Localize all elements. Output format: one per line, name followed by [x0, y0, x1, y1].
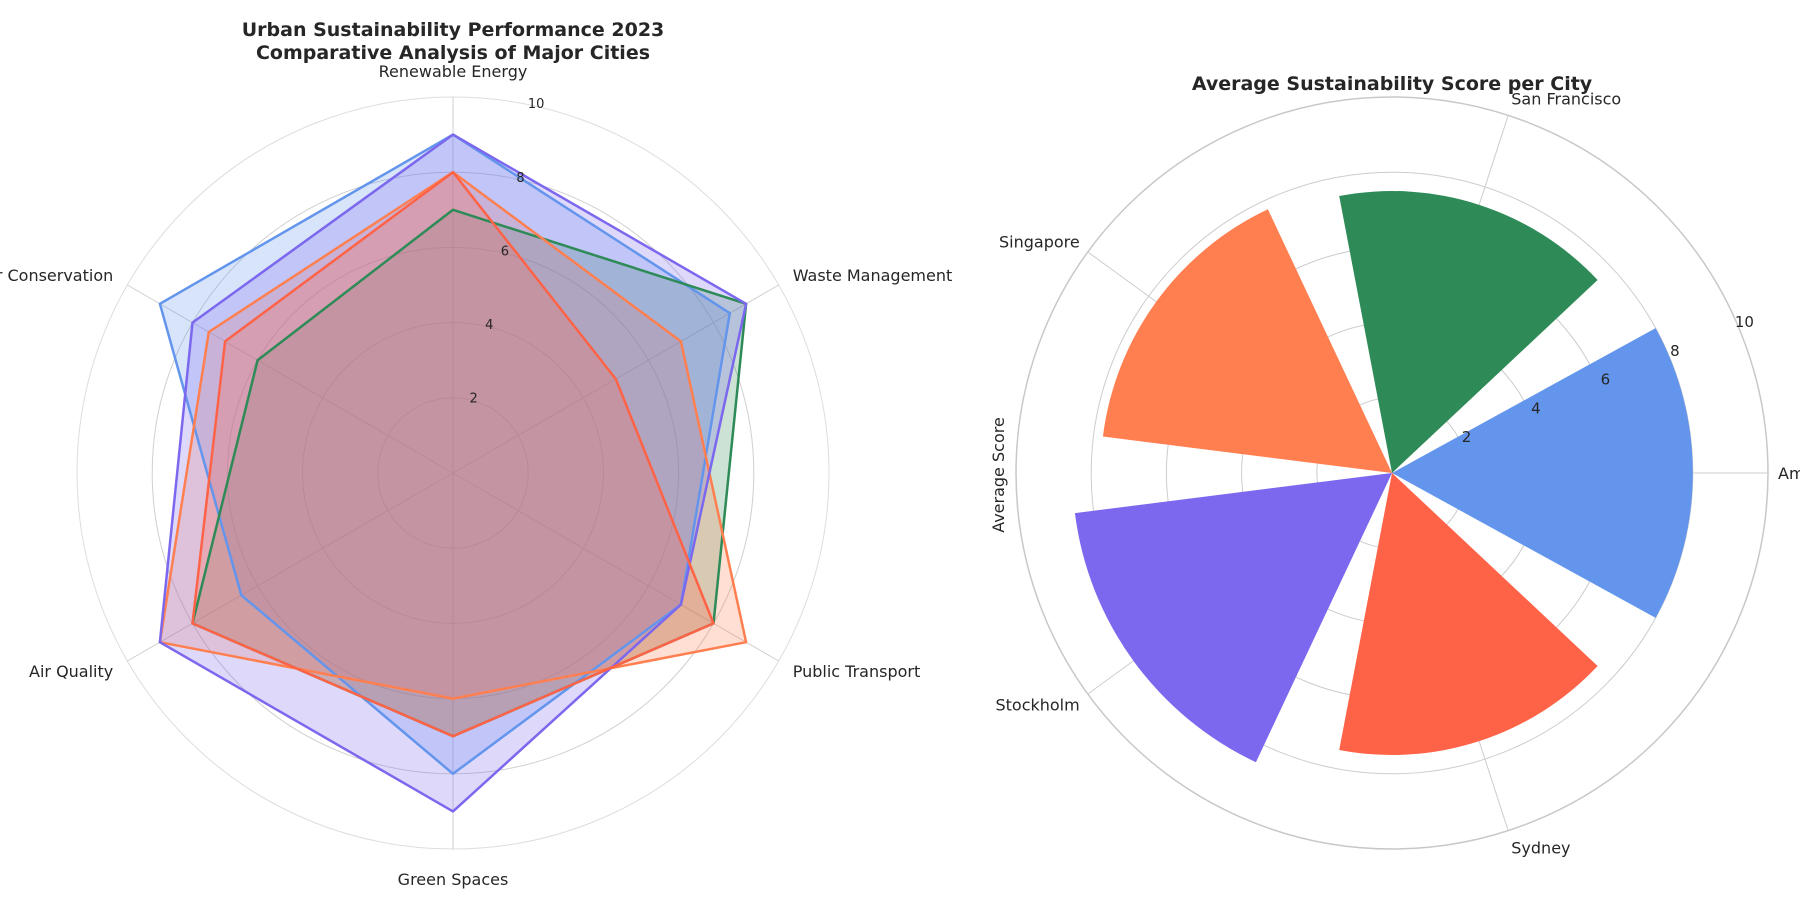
- polar-category-label: Singapore: [999, 232, 1080, 251]
- polar-category-label: Amsterdam: [1778, 464, 1800, 483]
- radar-series-fill: [192, 172, 714, 737]
- polar-radial-tick-label: 6: [1601, 371, 1611, 389]
- polar-category-label: Sydney: [1511, 839, 1570, 858]
- polar-category-label: San Francisco: [1511, 89, 1621, 108]
- polar-title: Average Sustainability Score per City: [1192, 73, 1593, 95]
- radar-spoke: [127, 472, 454, 662]
- radar-spoke: [452, 472, 779, 662]
- polar-y-axis-label: Average Score: [989, 417, 1008, 533]
- polar-radial-tick-label: 8: [1670, 342, 1680, 360]
- radar-title-line-2: Comparative Analysis of Major Cities: [256, 42, 650, 64]
- radar-category-label: Waste Management: [793, 266, 953, 285]
- radar-radial-ticks: 2 4 6 8 10: [469, 97, 544, 406]
- radar-category-label: Renewable Energy: [379, 62, 528, 81]
- polar-bars: [1074, 191, 1693, 763]
- radar-radial-tick-label: 10: [528, 97, 545, 112]
- radar-radial-tick-label: 6: [501, 244, 509, 259]
- radar-series-line: [158, 133, 732, 776]
- radar-category-label: Air Quality: [29, 662, 113, 681]
- radar-spoke: [127, 284, 454, 474]
- radar-chart: Urban Sustainability Performance 2023 Co…: [0, 19, 952, 889]
- polar-radial-tick-label: 4: [1531, 399, 1541, 417]
- radar-category-label: Green Spaces: [398, 870, 509, 889]
- radar-series-line: [191, 170, 715, 738]
- polar-category-labels: Amsterdam San Francisco Singapore Stockholm…: [995, 89, 1800, 857]
- radar-category-labels: Renewable Energy Waste Management Public T…: [0, 62, 952, 889]
- radar-series-fill: [159, 134, 730, 774]
- polar-bar-chart: Average Sustainability Score per City Av…: [989, 73, 1800, 858]
- radar-radial-tick-label: 4: [485, 318, 493, 333]
- radar-category-label: Water Conservation: [0, 266, 113, 285]
- polar-bar: [1074, 473, 1392, 763]
- radar-series-fill: [192, 209, 747, 737]
- radar-radial-tick-label: 8: [516, 171, 524, 186]
- radar-series-fill: [159, 172, 747, 699]
- radar-radial-tick-label: 2: [469, 391, 477, 406]
- radar-title-line-1: Urban Sustainability Performance 2023: [242, 19, 665, 41]
- radar-series-line: [158, 170, 748, 700]
- radar-series-line: [158, 133, 748, 813]
- polar-category-label: Stockholm: [995, 696, 1079, 715]
- radar-category-label: Public Transport: [793, 662, 921, 681]
- radar-series-fill: [159, 134, 747, 812]
- polar-bar: [1339, 473, 1598, 755]
- polar-bar: [1102, 209, 1392, 474]
- radar-series: [158, 133, 748, 813]
- polar-bar: [1339, 191, 1598, 473]
- polar-radial-tick-label: 10: [1735, 313, 1754, 331]
- polar-bar: [1392, 328, 1693, 618]
- polar-radial-tick-label: 2: [1462, 428, 1472, 446]
- polar-radial-ticks: 2 4 6 8 10: [1462, 313, 1754, 446]
